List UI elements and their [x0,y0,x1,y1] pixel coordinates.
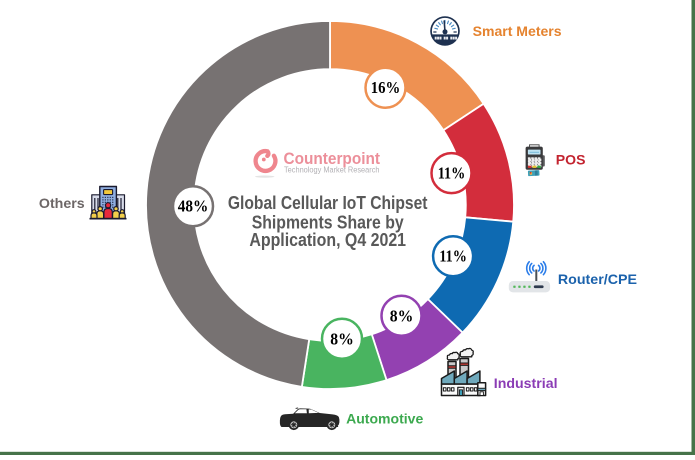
svg-text:Industrial: Industrial [494,376,558,391]
svg-text:Automotive: Automotive [346,412,424,427]
svg-text:Application, Q4 2021: Application, Q4 2021 [249,230,406,251]
svg-text:Smart Meters: Smart Meters [473,24,562,39]
svg-text:8%: 8% [390,306,414,325]
svg-text:Others: Others [39,196,85,211]
svg-text:Global Cellular IoT Chipset: Global Cellular IoT Chipset [228,193,428,214]
svg-text:Router/CPE: Router/CPE [558,272,637,287]
svg-text:11%: 11% [439,247,467,266]
svg-text:16%: 16% [371,78,401,97]
svg-text:11%: 11% [438,164,466,183]
svg-text:POS: POS [556,152,586,167]
svg-text:48%: 48% [178,197,209,216]
svg-text:8%: 8% [330,329,354,348]
svg-text:Technology Market Research: Technology Market Research [284,166,380,175]
